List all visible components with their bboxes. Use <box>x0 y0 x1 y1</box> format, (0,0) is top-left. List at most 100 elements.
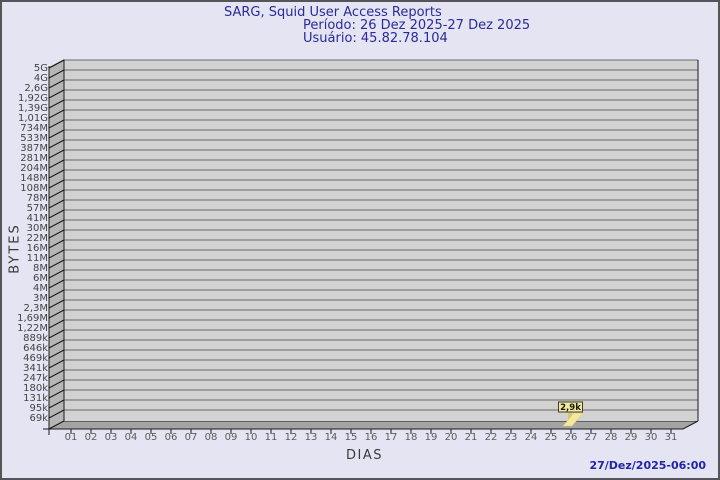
y-tick-label: 69k <box>29 413 48 424</box>
y-tick-label: 11M <box>27 253 48 264</box>
y-tick-label: 30M <box>27 223 48 234</box>
y-tick-label: 8M <box>33 263 48 274</box>
data-bar-day-26 <box>562 412 584 427</box>
y-tick-diagonal <box>48 219 65 229</box>
y-tick-diagonal <box>48 339 65 349</box>
x-tick-label: 28 <box>605 432 618 443</box>
x-tick-label: 07 <box>185 432 198 443</box>
x-tick-label: 17 <box>385 432 398 443</box>
y-tick-diagonal <box>48 319 65 329</box>
x-tick-label: 05 <box>145 432 158 443</box>
y-tick-label: 281M <box>20 153 48 164</box>
chart-title: SARG, Squid User Access Reports <box>224 5 442 20</box>
y-tick-diagonal <box>48 379 65 389</box>
y-tick-diagonal <box>48 349 65 359</box>
x-tick-label: 30 <box>645 432 658 443</box>
x-tick-label: 23 <box>505 432 518 443</box>
y-tick-diagonal <box>48 89 65 99</box>
y-tick-diagonal <box>48 279 65 289</box>
y-tick-label: 180k <box>23 383 48 394</box>
peak-annotation-label: 2,9k <box>560 403 581 413</box>
y-tick-label: 3M <box>33 293 48 304</box>
y-tick-diagonal <box>48 199 65 209</box>
y-tick-diagonal <box>48 269 65 279</box>
y-tick-label: 734M <box>20 123 48 134</box>
x-tick-label: 08 <box>205 432 218 443</box>
y-tick-label: 469k <box>23 353 48 364</box>
x-tick-label: 03 <box>105 432 118 443</box>
x-tick-label: 24 <box>525 432 538 443</box>
y-tick-label: 95k <box>29 403 48 414</box>
y-tick-diagonal <box>48 179 65 189</box>
y-tick-label: 387M <box>20 143 48 154</box>
y-tick-label: 41M <box>27 213 48 224</box>
y-tick-label: 341k <box>23 363 48 374</box>
x-tick-label: 06 <box>165 432 178 443</box>
y-tick-diagonal <box>48 309 65 319</box>
y-tick-diagonal <box>48 389 65 399</box>
x-tick-label: 02 <box>85 432 98 443</box>
peak-annotation-box <box>558 401 583 413</box>
y-tick-diagonal <box>48 249 65 259</box>
y-tick-label: 4G <box>34 73 48 84</box>
x-tick-label: 11 <box>265 432 278 443</box>
y-tick-diagonal <box>48 329 65 339</box>
y-tick-diagonal <box>48 59 65 69</box>
y-tick-diagonal <box>48 209 65 219</box>
y-tick-label: 148M <box>20 173 48 184</box>
y-tick-diagonal <box>48 399 65 409</box>
x-tick-label: 01 <box>65 432 78 443</box>
y-tick-label: 646k <box>23 343 48 354</box>
y-tick-label: 1,92G <box>18 93 48 104</box>
x-tick-label: 13 <box>305 432 318 443</box>
y-tick-label: 108M <box>20 183 48 194</box>
x-tick-label: 31 <box>665 432 678 443</box>
y-tick-label: 1,01G <box>18 113 48 124</box>
y-tick-label: 16M <box>27 243 48 254</box>
y-tick-diagonal <box>48 99 65 109</box>
y-tick-label: 247k <box>23 373 48 384</box>
y-tick-label: 5G <box>34 63 48 74</box>
chart-subtitle-user: Usuário: 45.82.78.104 <box>303 31 448 46</box>
y-tick-diagonal <box>48 69 65 79</box>
x-tick-label: 27 <box>585 432 598 443</box>
y-tick-diagonal <box>48 239 65 249</box>
y-tick-diagonal <box>48 409 65 419</box>
y-tick-label: 1,22M <box>17 323 48 334</box>
x-tick-label: 12 <box>285 432 298 443</box>
y-tick-label: 131k <box>23 393 48 404</box>
y-tick-diagonal <box>48 169 65 179</box>
x-tick-label: 21 <box>465 432 478 443</box>
y-tick-diagonal <box>48 289 65 299</box>
x-tick-label: 19 <box>425 432 438 443</box>
y-tick-label: 57M <box>27 203 48 214</box>
y-tick-diagonal <box>48 139 65 149</box>
x-tick-label: 15 <box>345 432 358 443</box>
floor-3d <box>48 420 699 430</box>
generation-timestamp: 27/Dez/2025-06:00 <box>589 459 706 472</box>
x-tick-label: 20 <box>445 432 458 443</box>
x-tick-label: 14 <box>325 432 338 443</box>
y-tick-label: 533M <box>20 133 48 144</box>
y-tick-diagonal <box>48 129 65 139</box>
y-tick-label: 1,39G <box>18 103 48 114</box>
x-tick-label: 10 <box>245 432 258 443</box>
y-tick-diagonal <box>48 109 65 119</box>
y-tick-diagonal <box>48 149 65 159</box>
y-tick-label: 2,3M <box>23 303 48 314</box>
x-tick-label: 22 <box>485 432 498 443</box>
x-tick-label: 09 <box>225 432 238 443</box>
y-tick-diagonal <box>48 119 65 129</box>
chart-subtitle-period: Período: 26 Dez 2025-27 Dez 2025 <box>303 18 531 33</box>
x-tick-label: 04 <box>125 432 138 443</box>
x-axis-title: DIAS <box>346 448 383 463</box>
y-tick-diagonal <box>48 159 65 169</box>
y-tick-diagonal <box>48 259 65 269</box>
y-tick-diagonal <box>48 299 65 309</box>
y-tick-label: 4M <box>33 283 48 294</box>
x-tick-label: 25 <box>545 432 558 443</box>
y-tick-diagonal <box>48 369 65 379</box>
x-tick-label: 26 <box>565 432 578 443</box>
